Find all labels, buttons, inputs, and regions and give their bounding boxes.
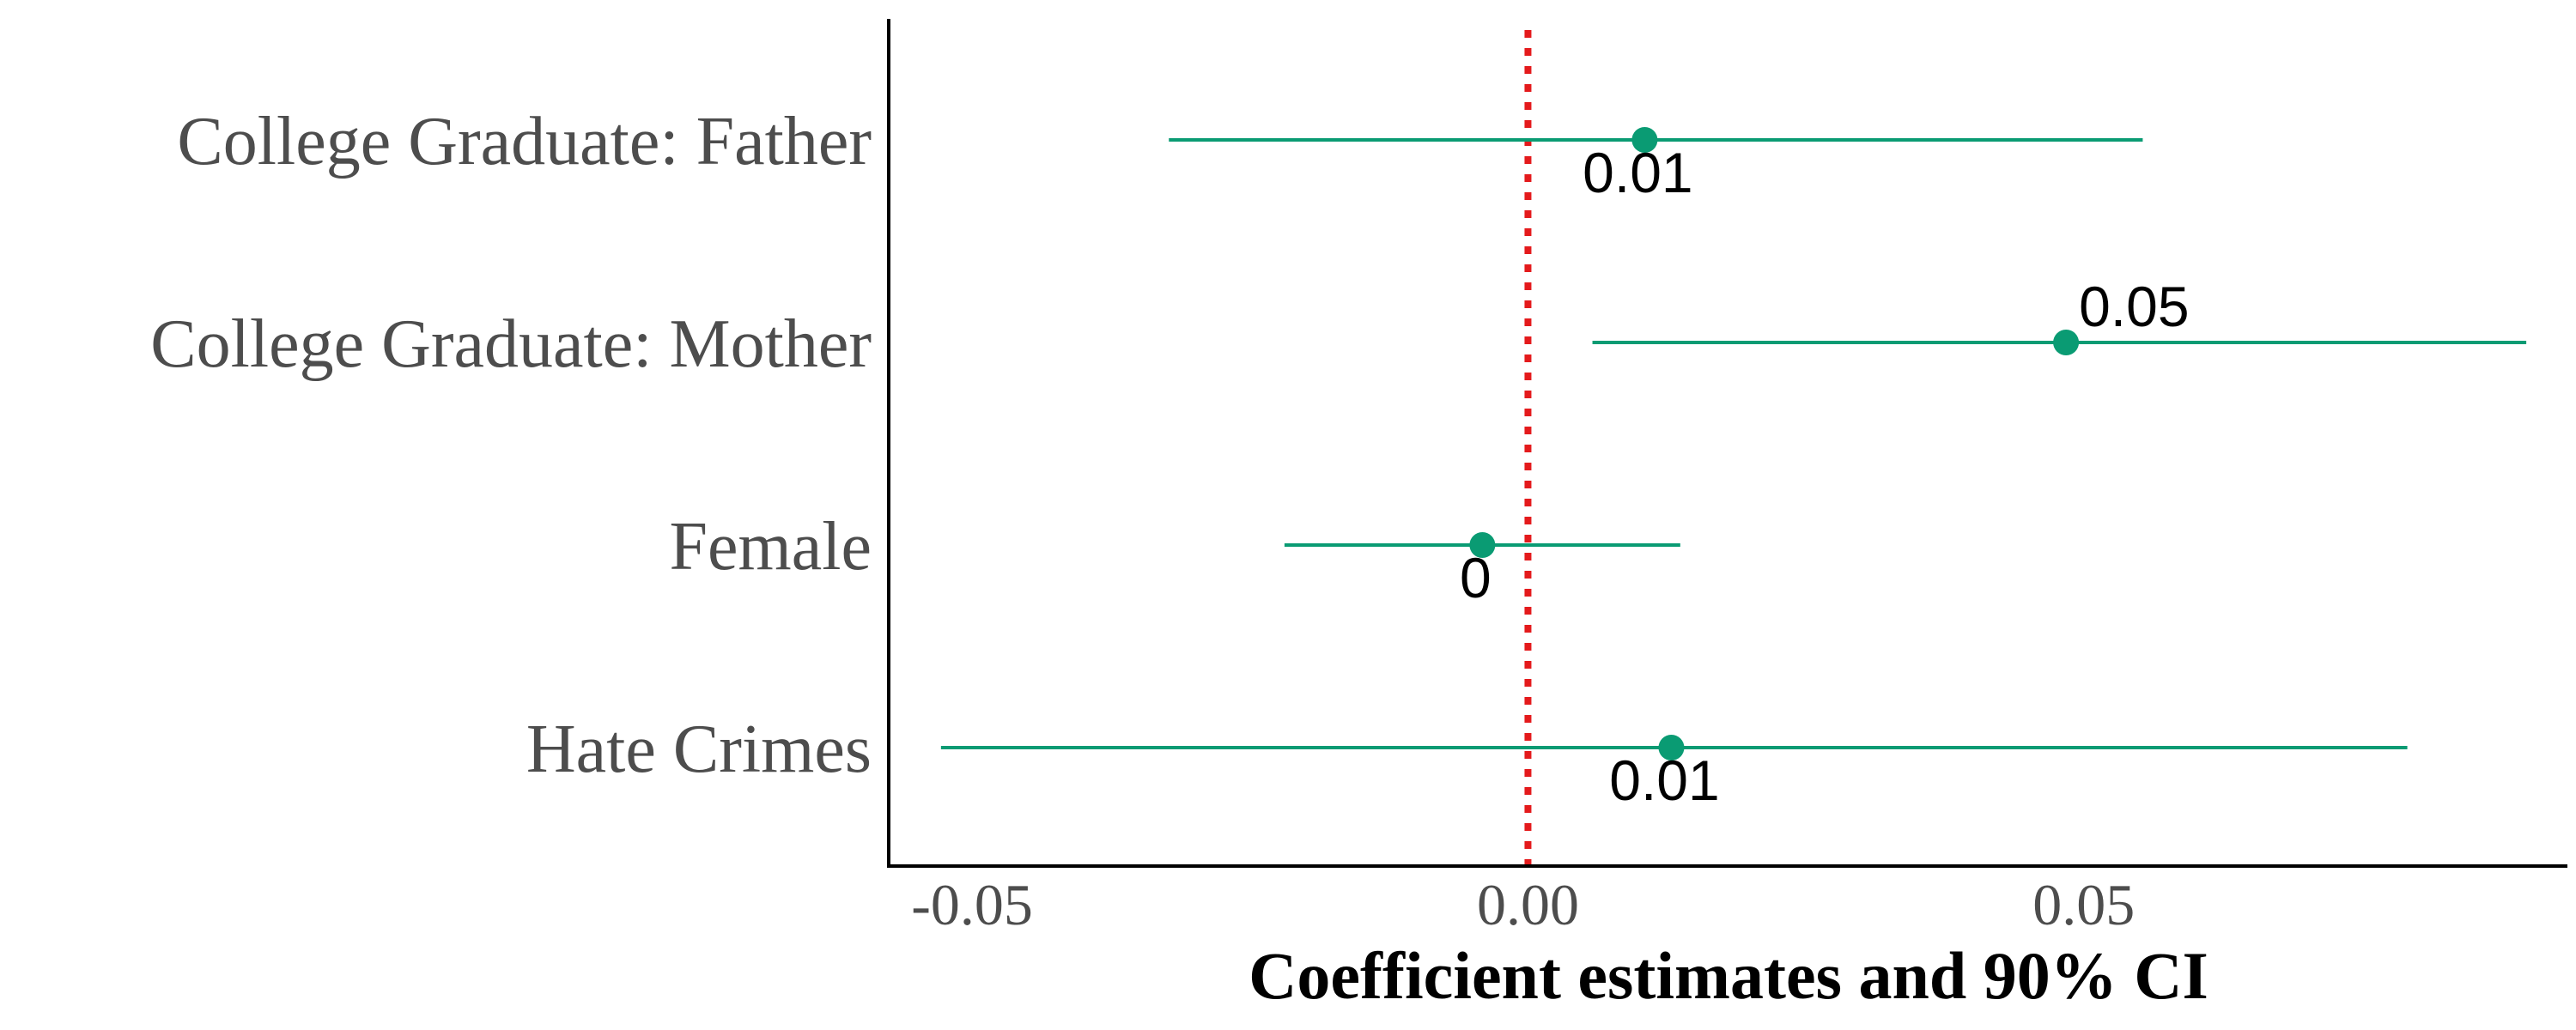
x-tick-label: 0.00 [1477,872,1579,937]
x-tick-label-layer: -0.05 0.00 0.05 [911,872,2135,937]
confidence-interval-layer [940,138,2527,749]
data-label: 0 [1460,546,1492,609]
x-tick-label: -0.05 [911,872,1033,937]
data-label: 0.01 [1609,748,1719,812]
estimate-point [2053,330,2080,355]
y-category-label: Female [670,509,872,585]
estimate-point-layer [1469,127,2080,760]
data-label: 0.01 [1583,141,1692,204]
estimate-point [1469,532,1496,558]
y-category-label: Hate Crimes [526,712,872,787]
data-label: 0.05 [2079,275,2189,338]
y-category-label: College Graduate: Mother [150,306,872,382]
y-category-label: College Graduate: Father [177,104,872,179]
estimate-point [1631,127,1658,153]
x-tick-label: 0.05 [2032,872,2135,937]
axis-layer [887,19,2567,868]
estimate-point [1658,735,1685,760]
x-axis-title: Coefficient estimates and 90% CI [1249,938,2208,1013]
data-label-layer: 0.01 0.05 0 0.01 [1460,141,2190,812]
category-label-layer: College Graduate: Father College Graduate… [150,104,872,787]
